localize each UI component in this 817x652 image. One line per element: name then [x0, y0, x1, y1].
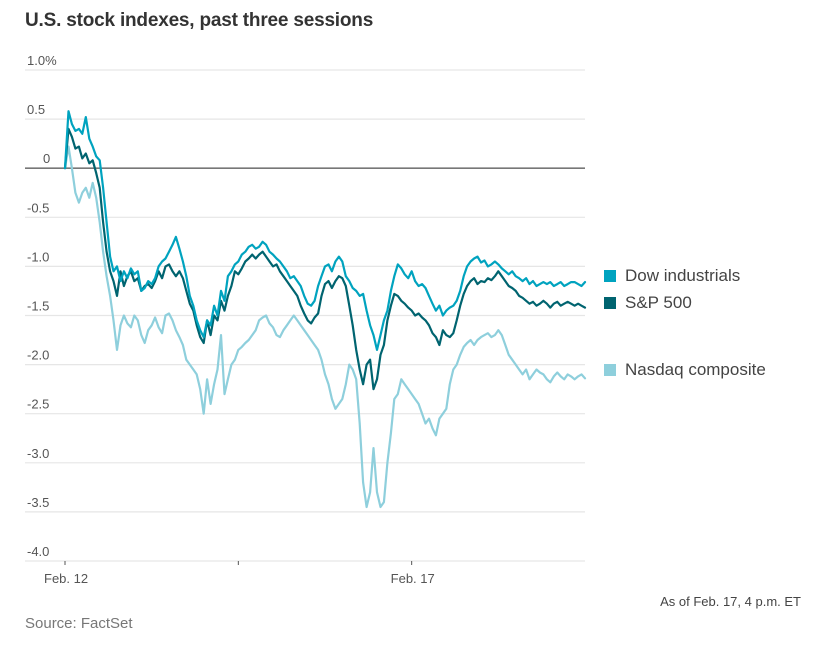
y-tick-label: -1.5 — [27, 299, 49, 314]
series-line-nasdaq — [63, 145, 587, 509]
y-tick-label: -0.5 — [27, 200, 49, 215]
legend-label-sp500: S&P 500 — [625, 293, 692, 312]
gridlines — [25, 69, 585, 562]
legend-swatch-sp500 — [604, 297, 616, 309]
timestamp-note: As of Feb. 17, 4 p.m. ET — [660, 594, 801, 609]
x-tick-label: Feb. 17 — [391, 571, 435, 586]
legend-item-sp500: S&P 500 — [604, 293, 692, 313]
y-tick-label: -3.0 — [27, 446, 49, 461]
x-axis: Feb. 12 Feb. 17 — [44, 561, 435, 586]
legend-item-nasdaq: Nasdaq composite — [604, 360, 766, 380]
y-tick-label: -4.0 — [27, 544, 49, 559]
y-tick-label: 0.5 — [27, 102, 45, 117]
source-note: Source: FactSet — [25, 615, 133, 632]
y-tick-label: -2.5 — [27, 397, 49, 412]
y-tick-label: -3.5 — [27, 495, 49, 510]
y-axis-tick-labels: 1.0% 0.5 0 -0.5 -1.0 -1.5 -2.0 -2.5 -3.0 -3.5 -4.0 — [27, 53, 57, 559]
y-tick-label: 1.0% — [27, 53, 57, 68]
y-tick-label: 0 — [43, 151, 50, 166]
x-tick-label: Feb. 12 — [44, 571, 88, 586]
y-tick-label: -1.0 — [27, 249, 49, 264]
series-line-sp — [63, 127, 587, 391]
legend-swatch-nasdaq — [604, 364, 616, 376]
y-tick-label: -2.0 — [27, 348, 49, 363]
legend-label-dow: Dow industrials — [625, 266, 741, 285]
chart-title: U.S. stock indexes, past three sessions — [25, 10, 374, 31]
series-line-dow — [63, 110, 587, 351]
legend-swatch-dow — [604, 270, 616, 282]
legend-item-dow: Dow industrials — [604, 266, 740, 286]
series-lines — [63, 110, 587, 509]
legend-label-nasdaq: Nasdaq composite — [625, 360, 766, 379]
